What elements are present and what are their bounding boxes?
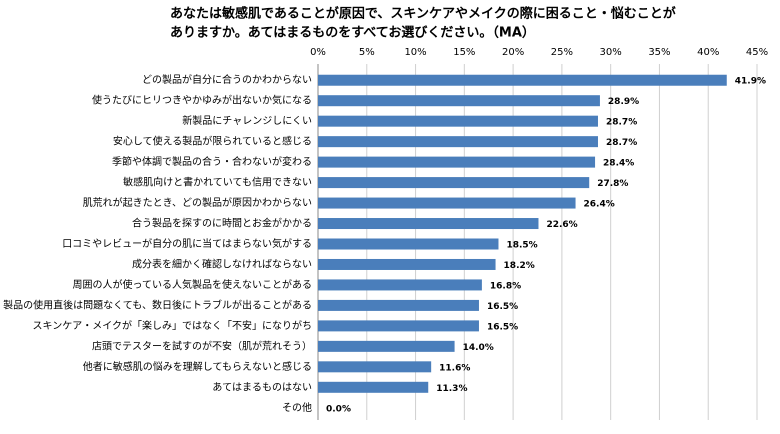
y-tick-label: 新製品にチャレンジしにくい xyxy=(182,114,312,127)
chart-title: あなたは敏感肌であることが原因で、スキンケアやメイクの際に困ること・悩むことが xyxy=(170,6,676,22)
value-label: 11.3% xyxy=(436,384,467,394)
y-tick-label: 使うたびにヒリつきやかゆみが出ないか気になる xyxy=(92,94,312,107)
bar xyxy=(318,177,590,189)
value-label: 16.5% xyxy=(487,322,518,332)
y-tick-label: 敏感肌向けと書かれていても信用できない xyxy=(123,176,312,189)
y-tick-label: 成分表を細かく確認しなければならない xyxy=(132,257,312,270)
value-label: 22.6% xyxy=(546,220,577,230)
x-tick-label: 30% xyxy=(600,47,622,58)
bar xyxy=(318,74,727,86)
y-tick-label: 季節や体調で製品の合う・合わないが変わる xyxy=(112,155,312,168)
value-label: 16.8% xyxy=(490,281,521,291)
x-tick-label: 40% xyxy=(697,47,719,58)
x-tick-label: 35% xyxy=(648,47,670,58)
chart-title: ありますか。あてはまるものをすべてお選びください。（MA） xyxy=(170,25,535,41)
x-tick-label: 20% xyxy=(502,47,524,58)
bar xyxy=(318,95,600,107)
y-tick-label: 他者に敏感肌の悩みを理解してもらえないと感じる xyxy=(83,360,312,373)
bar xyxy=(318,156,596,168)
bar xyxy=(318,197,576,209)
value-label: 28.4% xyxy=(603,159,634,169)
y-tick-label: あてはまるものはない xyxy=(212,381,312,393)
value-label: 11.6% xyxy=(439,363,470,373)
value-label: 14.0% xyxy=(463,343,494,353)
y-tick-label: 肌荒れが起きたとき、どの製品が原因かわからない xyxy=(83,196,312,209)
bar xyxy=(318,361,432,373)
value-label: 0.0% xyxy=(326,404,351,414)
value-label: 26.4% xyxy=(584,200,615,210)
x-tick-label: 0% xyxy=(310,47,326,58)
y-tick-label: 製品の使用直後は問題なくても、数日後にトラブルが出ることがある xyxy=(3,298,312,311)
bar xyxy=(318,279,482,291)
value-label: 28.7% xyxy=(606,138,637,148)
y-tick-label: 口コミやレビューが自分の肌に当てはまらない気がする xyxy=(62,237,312,250)
y-tick-label: どの製品が自分に合うのかわからない xyxy=(142,73,312,86)
value-label: 28.7% xyxy=(606,118,637,128)
bar xyxy=(318,258,496,270)
x-tick-label: 10% xyxy=(404,47,426,58)
y-tick-label: 安心して使える製品が限られていると感じる xyxy=(113,135,312,148)
x-tick-label: 25% xyxy=(551,47,573,58)
y-tick-label: スキンケア・メイクが「楽しみ」ではなく「不安」になりがち xyxy=(33,319,313,332)
x-tick-label: 5% xyxy=(359,47,375,58)
value-label: 18.5% xyxy=(506,241,537,251)
value-label: 28.9% xyxy=(608,97,639,107)
value-label: 16.5% xyxy=(487,302,518,312)
bar xyxy=(318,381,429,393)
value-label: 18.2% xyxy=(504,261,535,271)
bar xyxy=(318,320,479,332)
y-tick-label: その他 xyxy=(282,401,312,414)
bar xyxy=(318,115,598,127)
bar xyxy=(318,238,499,250)
bar xyxy=(318,136,598,148)
value-label: 41.9% xyxy=(735,77,766,87)
bar xyxy=(318,218,539,230)
bar xyxy=(318,299,479,311)
y-tick-label: 店頭でテスターを試すのが不安（肌が荒れそう） xyxy=(92,339,312,352)
value-label: 27.8% xyxy=(597,179,628,189)
x-tick-label: 15% xyxy=(453,47,475,58)
bar xyxy=(318,340,455,352)
y-tick-label: 合う製品を探すのに時間とお金がかかる xyxy=(132,217,312,230)
y-tick-label: 周囲の人が使っている人気製品を使えないことがある xyxy=(73,278,313,291)
x-tick-label: 45% xyxy=(746,47,768,58)
